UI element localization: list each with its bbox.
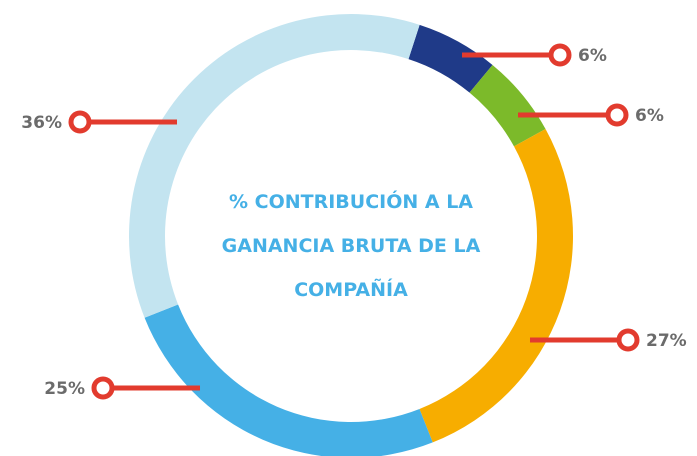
value-label: 36%: [21, 113, 62, 133]
chart-title: % CONTRIBUCIÓN A LA GANANCIA BRUTA DE LA…: [221, 191, 481, 301]
leader-dot: [548, 43, 572, 67]
value-label: 6%: [578, 46, 607, 66]
value-label: 25%: [44, 379, 85, 399]
donut-segment: [408, 24, 493, 93]
leader-dot: [616, 328, 640, 352]
donut-segment: [144, 304, 433, 456]
leader-dot: [605, 103, 629, 127]
donut-segment: [128, 13, 420, 318]
value-label: 27%: [646, 331, 687, 351]
leader-dot: [91, 376, 115, 400]
value-label: 6%: [635, 106, 664, 126]
leader-dot: [68, 110, 92, 134]
donut-segment: [469, 64, 546, 147]
donut-segment: [419, 129, 573, 443]
